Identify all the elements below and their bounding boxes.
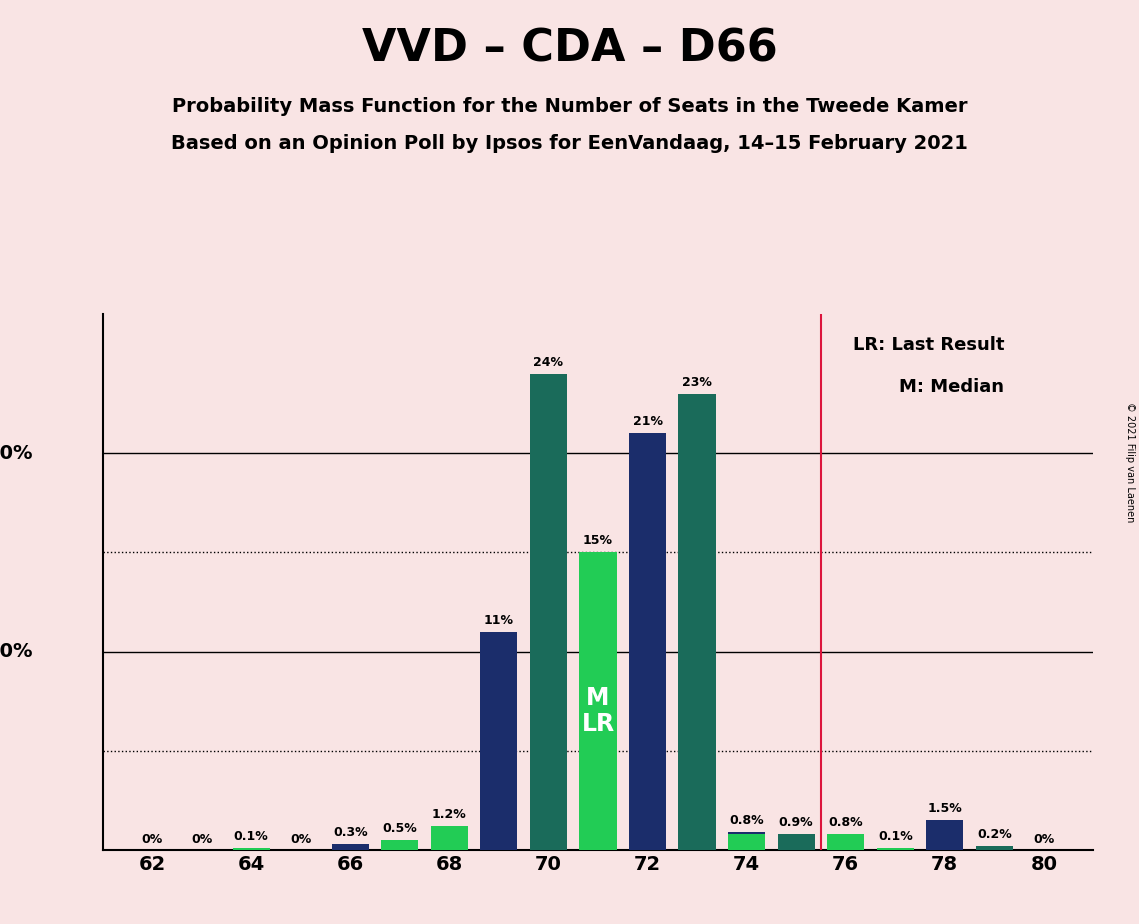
Text: 0.8%: 0.8%	[729, 814, 764, 827]
Bar	[827, 848, 865, 850]
Text: 0%: 0%	[1033, 833, 1055, 846]
Bar	[679, 394, 715, 850]
Text: 15%: 15%	[583, 534, 613, 547]
Text: Probability Mass Function for the Number of Seats in the Tweede Kamer: Probability Mass Function for the Number…	[172, 97, 967, 116]
Text: 0.1%: 0.1%	[233, 830, 269, 843]
Text: 11%: 11%	[484, 614, 514, 626]
Text: M: Median: M: Median	[900, 379, 1005, 396]
Text: 23%: 23%	[682, 375, 712, 389]
Text: 0.9%: 0.9%	[779, 816, 813, 829]
Bar	[232, 848, 270, 850]
Text: LR: Last Result: LR: Last Result	[853, 335, 1005, 354]
Text: 21%: 21%	[632, 415, 663, 429]
Text: 20%: 20%	[0, 444, 33, 463]
Text: 0%: 0%	[141, 833, 163, 846]
Bar	[530, 373, 567, 850]
Bar	[728, 833, 765, 850]
Text: 0%: 0%	[191, 833, 212, 846]
Bar	[926, 821, 964, 850]
Bar	[728, 834, 765, 850]
Bar	[827, 834, 865, 850]
Text: © 2021 Filip van Laenen: © 2021 Filip van Laenen	[1125, 402, 1134, 522]
Text: 0.2%: 0.2%	[977, 828, 1011, 841]
Text: 1.5%: 1.5%	[927, 802, 962, 815]
Text: 24%: 24%	[533, 356, 564, 369]
Text: 1.2%: 1.2%	[432, 808, 467, 821]
Bar	[629, 433, 666, 850]
Text: 0.1%: 0.1%	[878, 830, 912, 843]
Bar	[778, 834, 814, 850]
Bar	[877, 848, 913, 850]
Text: M
LR: M LR	[581, 687, 615, 736]
Bar	[382, 840, 418, 850]
Bar	[580, 553, 616, 850]
Bar	[976, 846, 1013, 850]
Bar	[431, 826, 468, 850]
Text: 0%: 0%	[290, 833, 311, 846]
Text: VVD – CDA – D66: VVD – CDA – D66	[361, 28, 778, 71]
Bar	[331, 845, 369, 850]
Text: 0.5%: 0.5%	[383, 822, 417, 835]
Text: Based on an Opinion Poll by Ipsos for EenVandaag, 14–15 February 2021: Based on an Opinion Poll by Ipsos for Ee…	[171, 134, 968, 153]
Text: 0.3%: 0.3%	[333, 826, 368, 839]
Text: 10%: 10%	[0, 642, 33, 661]
Text: 0.8%: 0.8%	[828, 816, 863, 829]
Bar	[481, 632, 517, 850]
